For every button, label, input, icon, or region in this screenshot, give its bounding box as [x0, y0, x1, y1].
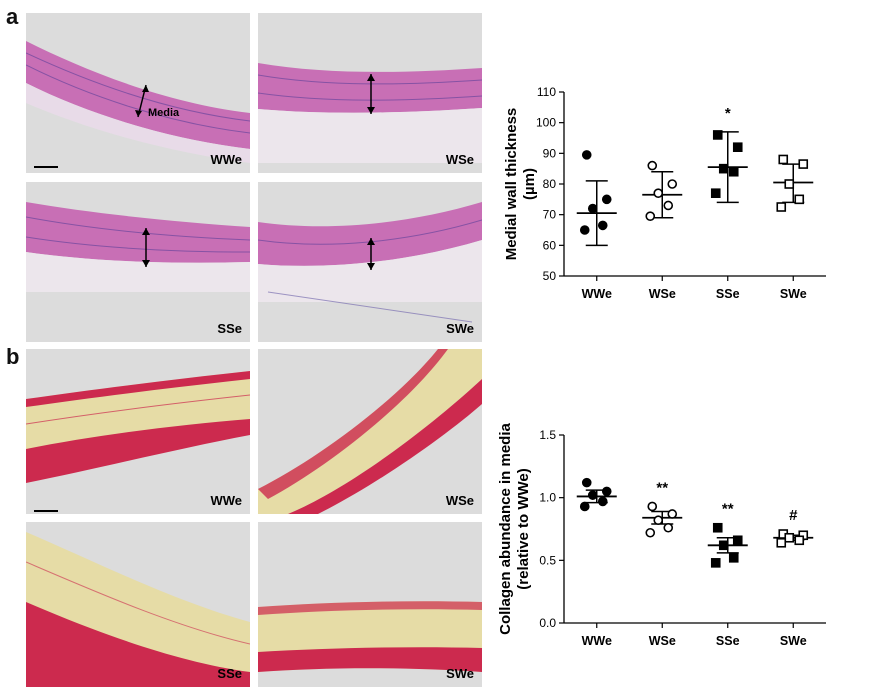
micrograph-image — [258, 13, 482, 173]
data-point — [776, 202, 787, 212]
collagen-abundance-chart: 0.0 0.5 1.0 1.5 WWe WSe SSe SWe Collagen abundan… — [497, 422, 826, 648]
data-point — [784, 532, 795, 543]
y-tick-label: 110 — [537, 85, 556, 99]
data-point — [732, 535, 743, 546]
data-point — [597, 496, 608, 507]
y-axis-title: (µm) — [521, 168, 538, 200]
panel-letter-a: a — [6, 4, 19, 29]
micrograph-b-wwe: WWe — [26, 349, 250, 514]
y-tick-label: 60 — [543, 238, 557, 252]
data-point — [712, 130, 723, 140]
data-point — [587, 203, 598, 214]
data-point — [653, 515, 664, 526]
micrograph-image — [258, 182, 482, 342]
micrograph-image — [26, 13, 250, 173]
y-axis-title: Medial wall thickness — [503, 108, 520, 261]
x-tick-label: SWe — [780, 287, 807, 301]
micrograph-a-sse: SSe — [26, 182, 250, 342]
y-tick-label: 0.0 — [539, 616, 556, 630]
significance-label: # — [789, 507, 798, 524]
media-annotation: Media — [148, 107, 180, 119]
data-point — [732, 142, 743, 152]
y-tick-label: 100 — [536, 116, 556, 130]
micrograph-image — [26, 349, 250, 514]
data-point — [653, 188, 664, 198]
data-point — [581, 477, 592, 488]
y-tick-label: 1.5 — [539, 428, 556, 442]
x-tick-label: WWe — [582, 287, 612, 301]
y-tick-label: 70 — [543, 208, 557, 222]
data-point — [718, 540, 729, 551]
micrograph-label: SSe — [217, 666, 242, 681]
y-tick-label: 80 — [543, 177, 557, 191]
x-tick-label: WSe — [649, 287, 676, 301]
micrograph-label: SWe — [446, 321, 474, 336]
data-point — [776, 537, 787, 548]
data-point — [579, 501, 590, 512]
micrograph-a-wwe: Media WWe — [26, 13, 250, 173]
y-tick-label: 0.5 — [539, 553, 556, 567]
y-axis-title: Collagen abundance in media — [497, 422, 514, 634]
data-point — [647, 501, 658, 512]
data-point — [645, 211, 656, 221]
data-point — [601, 486, 612, 497]
micrograph-label: WWe — [210, 493, 242, 508]
data-point — [663, 522, 674, 533]
x-tick-label: SWe — [780, 634, 807, 648]
micrograph-image — [258, 349, 482, 514]
medial-wall-thickness-chart: 50 60 70 80 90 100 110 WWe WSe SSe SWe Medial wall … — [503, 85, 826, 301]
micrograph-a-wse: WSe — [258, 13, 482, 173]
micrograph-label: WSe — [445, 493, 474, 508]
micrograph-label: WSe — [445, 152, 474, 167]
y-axis-title: (relative to WWe) — [515, 468, 532, 589]
data-point — [581, 150, 592, 160]
data-point — [718, 163, 729, 174]
x-tick-label: WSe — [649, 634, 676, 648]
data-point — [601, 194, 612, 205]
data-point — [647, 160, 658, 171]
data-point — [784, 179, 795, 189]
micrograph-image — [26, 182, 250, 342]
micrograph-label: SWe — [446, 666, 474, 681]
micrograph-image — [258, 522, 482, 687]
x-tick-label: WWe — [582, 634, 612, 648]
panel-letter-b: b — [6, 344, 20, 369]
significance-label: ** — [722, 501, 734, 518]
data-point — [794, 535, 805, 546]
data-point — [710, 188, 721, 198]
data-point — [712, 522, 723, 533]
x-tick-label: SSe — [716, 634, 740, 648]
data-point — [597, 220, 608, 231]
data-point — [663, 200, 674, 211]
significance-label: * — [725, 105, 731, 122]
micrograph-label: SSe — [217, 321, 242, 336]
micrograph-b-wse: WSe — [258, 349, 482, 514]
data-point — [794, 194, 805, 205]
data-point — [579, 225, 590, 235]
micrograph-a-swe: SWe — [258, 182, 482, 342]
y-tick-label: 90 — [543, 146, 557, 160]
data-point — [798, 159, 809, 169]
micrograph-image — [26, 522, 250, 687]
data-point — [728, 553, 739, 563]
data-point — [710, 558, 721, 568]
y-tick-label: 1.0 — [539, 491, 556, 505]
data-point — [728, 166, 739, 177]
data-point — [667, 179, 678, 189]
x-tick-label: SSe — [716, 287, 740, 301]
data-point — [645, 527, 656, 538]
micrograph-label: WWe — [210, 152, 242, 167]
micrograph-b-swe: SWe — [258, 522, 482, 687]
micrograph-b-sse: SSe — [26, 522, 250, 687]
y-tick-label: 50 — [543, 269, 557, 283]
significance-label: ** — [656, 479, 668, 496]
data-point — [667, 509, 678, 519]
data-point — [587, 490, 598, 500]
data-point — [778, 154, 789, 165]
